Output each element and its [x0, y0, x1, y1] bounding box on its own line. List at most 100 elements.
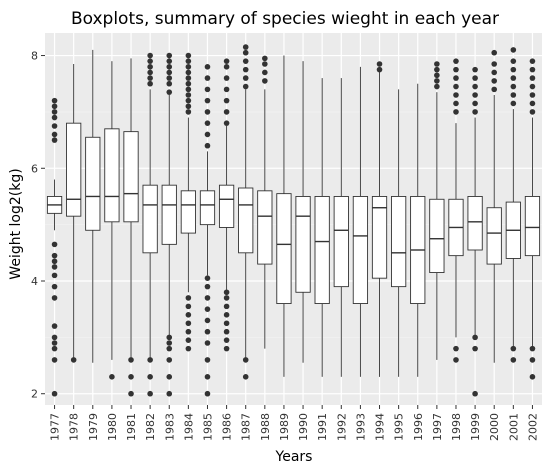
outlier-point — [185, 64, 192, 70]
outlier-point — [185, 109, 192, 115]
x-tick-label: 1993 — [354, 413, 367, 441]
x-tick-label: 1978 — [68, 413, 81, 441]
outlier-point — [51, 334, 58, 341]
outlier-point — [128, 357, 134, 363]
outlier-point — [51, 131, 58, 138]
outlier-point — [166, 89, 173, 95]
x-tick-label: 1979 — [87, 413, 100, 441]
x-tick-label: 1992 — [335, 413, 348, 441]
box-iqr — [123, 131, 139, 223]
outlier-point — [491, 86, 498, 93]
outlier-point — [242, 75, 249, 81]
outlier-point — [434, 72, 440, 79]
box-iqr — [66, 122, 82, 217]
outlier-point — [510, 100, 517, 107]
outlier-point — [262, 78, 268, 84]
outlier-point — [510, 83, 517, 90]
y-axis-label: Weight log2(kg) — [8, 168, 24, 279]
outlier-point — [510, 92, 517, 98]
outlier-point — [185, 320, 192, 327]
outlier-point — [166, 374, 173, 380]
outlier-point — [529, 357, 536, 363]
outlier-point — [529, 92, 536, 98]
outlier-point — [185, 345, 192, 352]
outlier-point — [434, 61, 440, 67]
outlier-point — [472, 390, 478, 397]
outlier-point — [204, 374, 211, 380]
x-tick-label: 1977 — [49, 413, 62, 441]
outlier-point — [529, 109, 536, 115]
box-iqr — [333, 196, 349, 288]
outlier-point — [491, 69, 498, 76]
outlier-point — [185, 312, 192, 318]
outlier-point — [223, 337, 230, 343]
outlier-point — [223, 58, 230, 64]
box-1987 — [238, 44, 254, 380]
box-iqr — [314, 196, 330, 304]
box-1994 — [371, 61, 388, 377]
outlier-point — [510, 58, 517, 64]
outlier-point — [204, 357, 211, 363]
outlier-point — [204, 275, 211, 281]
boxes-layer — [46, 44, 541, 397]
outlier-point — [242, 66, 249, 73]
box-iqr — [199, 190, 216, 226]
outlier-point — [51, 390, 58, 397]
outlier-point — [453, 66, 459, 73]
outlier-point — [472, 109, 478, 115]
outlier-point — [204, 120, 211, 126]
outlier-point — [453, 83, 459, 90]
outlier-point — [185, 103, 192, 110]
outlier-point — [262, 69, 268, 76]
outlier-point — [166, 340, 173, 346]
outlier-point — [376, 61, 383, 67]
outlier-point — [147, 58, 153, 64]
outlier-point — [242, 374, 249, 380]
outlier-point — [204, 86, 211, 93]
outlier-point — [51, 264, 58, 270]
box-1995 — [391, 89, 407, 377]
outlier-point — [166, 58, 173, 64]
outlier-point — [51, 252, 58, 259]
box-2002 — [524, 58, 541, 380]
outlier-point — [510, 47, 517, 53]
outlier-point — [223, 120, 230, 126]
outlier-point — [51, 283, 58, 290]
x-tick-label: 1988 — [259, 413, 272, 441]
outlier-point — [204, 283, 211, 290]
outlier-point — [185, 69, 192, 76]
x-axis: 1977 1978 1979 1980 1981 1982 1983 1984 1985 1986… — [49, 405, 539, 441]
box-1984 — [180, 52, 196, 352]
outlier-point — [204, 328, 211, 335]
outlier-point — [529, 58, 536, 64]
outlier-point — [204, 390, 211, 397]
outlier-point — [223, 345, 230, 352]
box-iqr — [295, 196, 311, 293]
x-tick-label: 2000 — [488, 413, 501, 441]
box-2000 — [486, 49, 502, 363]
box-iqr — [352, 196, 369, 304]
box-iqr — [142, 184, 158, 254]
box-iqr — [276, 193, 292, 304]
outlier-point — [453, 100, 459, 107]
x-tick-label: 1990 — [297, 413, 310, 441]
outlier-point — [51, 272, 58, 279]
x-tick-label: 2001 — [507, 413, 520, 441]
outlier-point — [185, 97, 192, 104]
box-1998 — [448, 58, 464, 363]
outlier-point — [204, 131, 211, 138]
box-iqr — [218, 184, 235, 228]
box-1985 — [199, 64, 216, 397]
box-1982 — [142, 52, 158, 397]
outlier-point — [472, 334, 478, 341]
outlier-point — [510, 345, 517, 352]
x-tick-label: 1981 — [125, 413, 138, 441]
outlier-point — [223, 289, 230, 296]
outlier-point — [491, 78, 498, 84]
outlier-point — [453, 92, 459, 98]
outlier-point — [529, 374, 536, 380]
outlier-point — [51, 109, 58, 115]
outlier-point — [185, 80, 192, 87]
x-tick-label: 1998 — [450, 413, 463, 441]
outlier-point — [242, 83, 249, 90]
